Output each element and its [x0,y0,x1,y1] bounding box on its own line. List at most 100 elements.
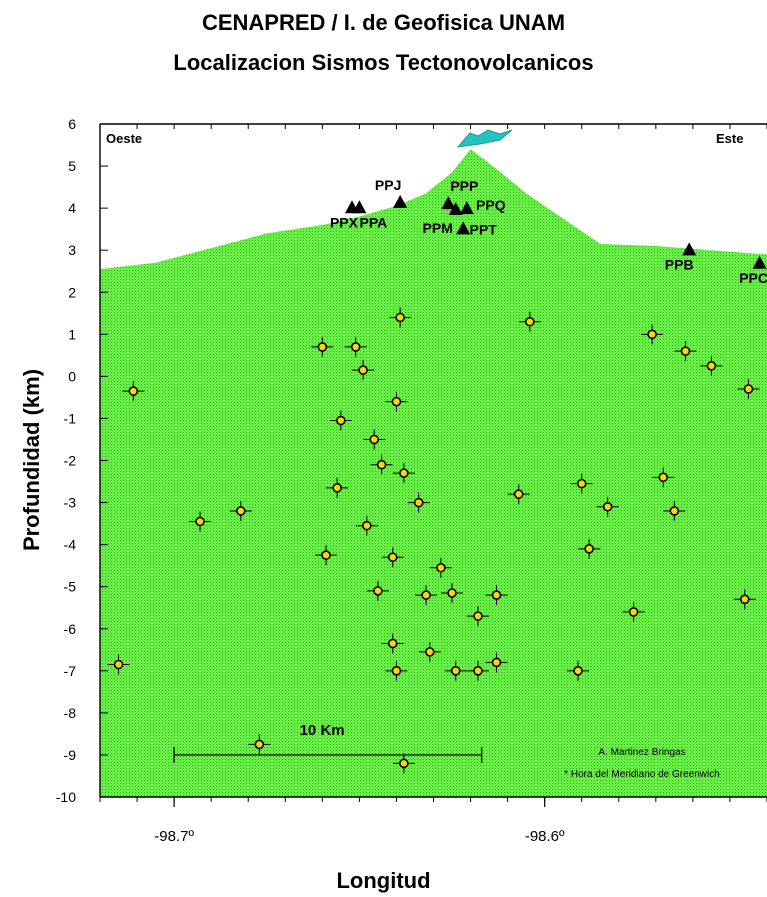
corner-label-west: Oeste [106,131,142,146]
event-marker [195,516,205,527]
station-label: PPQ [476,197,506,213]
event-point [392,753,415,774]
event-marker [413,497,424,508]
event-marker [680,346,691,356]
event-point [466,660,489,681]
event-marker [513,489,524,499]
y-tick-label: 3 [68,242,76,258]
credit-time-note: * Hora del Meridiano de Greenwich [564,769,720,780]
event-marker [473,611,483,621]
event-point [355,515,378,536]
event-marker [658,472,669,483]
event-point [507,484,530,505]
event-marker [525,316,535,327]
event-marker [128,386,139,396]
station-triangle-icon [352,200,367,214]
y-tick-label: -3 [64,495,77,511]
event-point [652,467,675,488]
x-axis-label: Longitud [336,868,431,893]
y-tick-label: -7 [64,663,77,679]
station-label: PPP [450,178,478,194]
event-marker [369,434,380,445]
event-marker [321,550,331,560]
event-marker [236,506,246,516]
y-tick-label: 2 [68,284,76,300]
event-marker [669,506,680,516]
x-tick-label: -98.7º [154,828,194,845]
event-marker [387,552,398,563]
credit-author: A. Martinez Bringas [598,747,685,758]
event-marker [336,415,346,426]
terrain-profile [100,149,767,797]
event-point [737,378,760,399]
event-point [674,341,697,362]
x-tick-label: -98.6º [525,828,565,845]
y-tick-label: 4 [68,200,76,216]
event-point [326,477,349,498]
station-label: PPM [423,220,453,236]
event-point [441,582,464,603]
event-point [407,492,430,513]
event-point [485,652,508,673]
event-marker [473,666,483,676]
event-marker [317,342,328,352]
y-tick-label: 5 [68,158,76,174]
event-marker [584,544,594,554]
event-point [518,311,541,332]
events-layer [107,307,760,774]
event-marker [332,483,342,493]
event-point [485,585,508,606]
event-point [578,538,601,559]
scale-bar: 10 Km [173,722,483,763]
event-marker [491,590,502,600]
station-label: PPJ [375,177,401,193]
y-tick-label: -4 [64,537,77,553]
event-marker [447,588,457,598]
event-marker [399,468,409,478]
event-marker [361,520,372,531]
station-label: PPB [665,256,694,272]
event-point [392,463,415,484]
station-triangle-icon [393,194,408,208]
y-tick-label: -2 [64,453,77,469]
event-point [344,336,367,357]
event-marker [602,501,613,512]
event-point [122,381,145,402]
chart-subtitle: Localizacion Sismos Tectonovolcanicos [173,50,594,75]
event-point [381,633,404,654]
event-point [418,641,441,662]
y-tick-label: -1 [64,410,77,426]
event-marker [395,312,405,323]
event-point [381,547,404,568]
scale-bar-label: 10 Km [300,722,345,739]
event-marker [628,607,639,617]
event-point [107,654,130,675]
event-marker [373,586,383,596]
event-point [429,557,452,578]
y-tick-label: -10 [56,789,76,805]
event-marker [424,647,435,657]
event-point [444,660,467,681]
event-point [567,660,590,681]
event-point [733,589,756,610]
station-triangle-icon [459,201,474,215]
y-tick-label: -5 [64,579,77,595]
event-marker [706,361,717,371]
event-marker [391,666,402,676]
station-triangle-icon [441,196,456,210]
axes-layer: 6 5 4 3 2 1 0 -1 -2 -3 -4 -5 -6 -7 -8 -9 -10 -98.7º -98.6º [56,116,767,845]
y-tick-label: 0 [68,368,76,384]
event-point [385,660,408,681]
stations-layer: PPX PPA PPJ PPP PPM PPQ PPT PPB PPC [330,177,767,286]
corner-label-east: Este [716,131,743,146]
volcano-summit-icon [456,129,513,148]
chart-title: CENAPRED / I. de Geofisica UNAM [201,10,566,35]
station-triangle-icon [682,242,697,256]
event-point [229,500,252,521]
event-marker [576,478,587,489]
y-tick-label: -8 [64,705,77,721]
event-point [370,454,393,475]
event-point [415,585,438,606]
station-label: PPX [330,214,359,230]
event-point [700,355,723,376]
